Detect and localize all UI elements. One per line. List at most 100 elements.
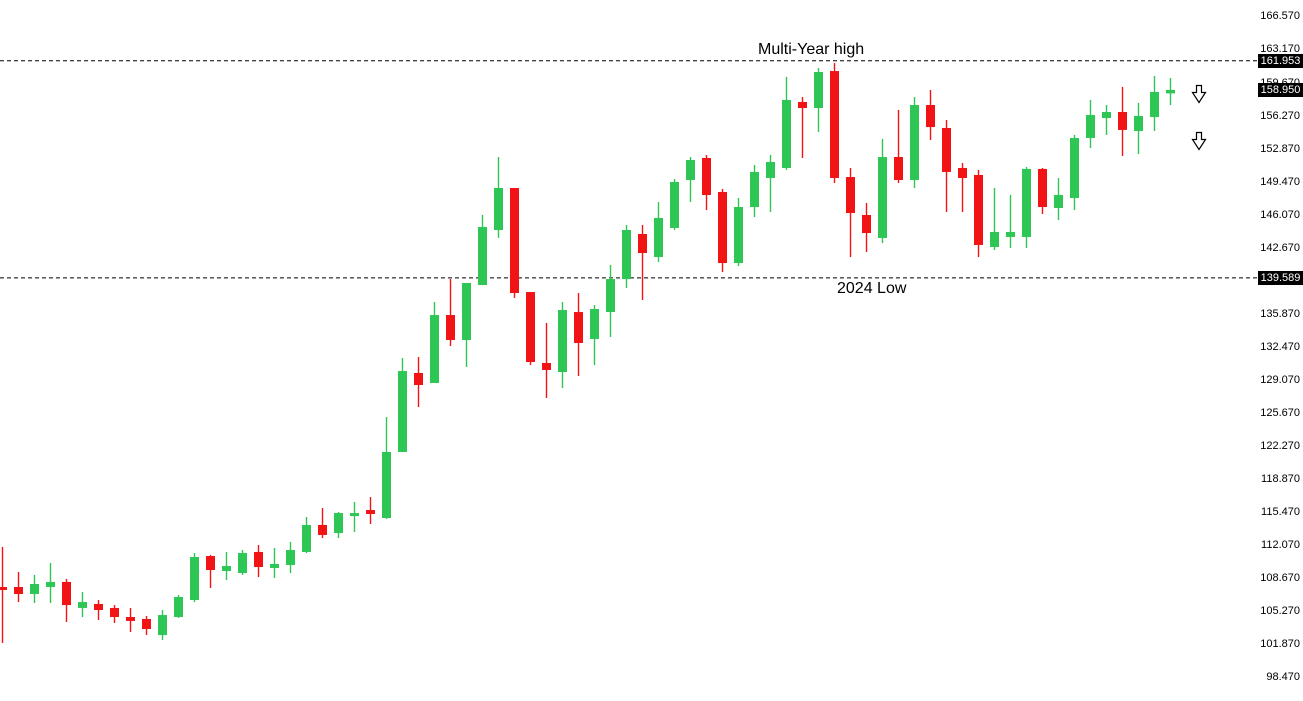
candle-38 (590, 305, 599, 366)
candle-32 (494, 157, 503, 238)
multi-year-high-label[interactable]: Multi-Year high (758, 41, 865, 58)
candle-61 (958, 163, 967, 212)
candle-28 (430, 302, 439, 383)
candle-17 (254, 544, 263, 577)
candle-21 (318, 507, 327, 538)
candle-47 (734, 197, 743, 267)
candle-2 (14, 571, 23, 603)
candle-46 (718, 188, 727, 273)
candle-58 (910, 97, 919, 188)
candle-70 (1102, 105, 1111, 135)
price-tick: 118.870 (1261, 472, 1300, 485)
candle-40 (622, 224, 631, 288)
candle-22 (334, 511, 343, 538)
price-tick: 152.870 (1260, 142, 1300, 155)
candle-27 (414, 356, 423, 408)
candle-43 (670, 178, 679, 231)
price-tick: 98.470 (1266, 670, 1300, 683)
price-tick: 122.270 (1260, 439, 1300, 452)
candle-59 (926, 89, 935, 141)
candle-3 (30, 574, 39, 604)
down-arrow-icon[interactable] (1191, 84, 1207, 104)
candle-41 (638, 224, 647, 300)
candle-20 (302, 517, 311, 554)
candle-7 (94, 600, 103, 620)
candle-51 (798, 97, 807, 158)
candle-11 (158, 609, 167, 640)
candle-23 (350, 501, 359, 532)
current-price-badge: 158.950 (1258, 82, 1303, 97)
candle-68 (1070, 134, 1079, 211)
candle-64 (1006, 194, 1015, 248)
candle-53 (830, 62, 839, 184)
candle-31 (478, 214, 487, 286)
price-tick: 101.870 (1260, 637, 1300, 650)
down-arrow-icon[interactable] (1191, 131, 1207, 151)
candle-56 (878, 138, 887, 244)
candle-39 (606, 264, 615, 337)
candle-52 (814, 68, 823, 132)
candle-24 (366, 497, 375, 525)
candle-12 (174, 594, 183, 618)
candle-6 (78, 591, 87, 617)
candle-74 (1166, 78, 1175, 106)
candle-34 (526, 292, 535, 366)
candle-13 (190, 553, 199, 603)
candle-57 (894, 109, 903, 184)
candle-14 (206, 554, 215, 588)
candle-36 (558, 302, 567, 389)
candle-10 (142, 616, 151, 636)
price-tick: 132.470 (1260, 340, 1300, 353)
candle-67 (1054, 177, 1063, 221)
candle-62 (974, 169, 983, 257)
candle-25 (382, 417, 391, 519)
candle-29 (446, 279, 455, 346)
price-tick: 146.070 (1260, 208, 1300, 221)
candle-8 (110, 605, 119, 624)
candle-35 (542, 322, 551, 399)
candle-1 (0, 547, 7, 643)
price-tick: 142.670 (1260, 241, 1300, 254)
candle-30 (462, 283, 471, 367)
candle-63 (990, 187, 999, 251)
candle-33 (510, 187, 519, 298)
candle-50 (782, 76, 791, 170)
price-tick: 156.270 (1260, 109, 1300, 122)
price-tick: 135.870 (1260, 307, 1300, 320)
candle-19 (286, 541, 295, 574)
price-tick: 108.670 (1260, 571, 1300, 584)
candle-71 (1118, 86, 1127, 156)
candle-9 (126, 607, 135, 633)
candle-49 (766, 154, 775, 212)
candle-16 (238, 550, 247, 575)
candle-15 (222, 551, 231, 581)
candle-66 (1038, 167, 1047, 214)
candle-69 (1086, 99, 1095, 148)
candle-4 (46, 563, 55, 604)
candle-37 (574, 293, 583, 376)
2024-low-price-badge: 139.589 (1258, 270, 1303, 285)
candle-5 (62, 578, 71, 623)
price-tick: 166.570 (1260, 10, 1300, 22)
candle-48 (750, 164, 759, 218)
2024-low-label[interactable]: 2024 Low (837, 280, 907, 297)
candle-42 (654, 201, 663, 263)
candle-18 (270, 547, 279, 578)
candle-65 (1022, 167, 1031, 248)
multi-year-high-price-badge: 161.953 (1258, 53, 1303, 68)
price-tick: 163.170 (1260, 42, 1300, 55)
chart-area[interactable] (0, 0, 1260, 701)
price-tick: 112.070 (1261, 538, 1300, 551)
price-tick: 129.070 (1260, 373, 1300, 386)
candle-44 (686, 157, 695, 202)
price-axis[interactable]: 166.570163.170159.670156.270152.870149.4… (1257, 0, 1303, 701)
candle-26 (398, 358, 407, 452)
candle-54 (846, 167, 855, 257)
price-tick: 149.470 (1260, 175, 1300, 188)
candle-55 (862, 203, 871, 253)
price-tick: 125.670 (1260, 406, 1300, 419)
candle-45 (702, 154, 711, 211)
price-tick: 105.270 (1260, 604, 1300, 617)
price-tick: 115.470 (1261, 505, 1300, 518)
